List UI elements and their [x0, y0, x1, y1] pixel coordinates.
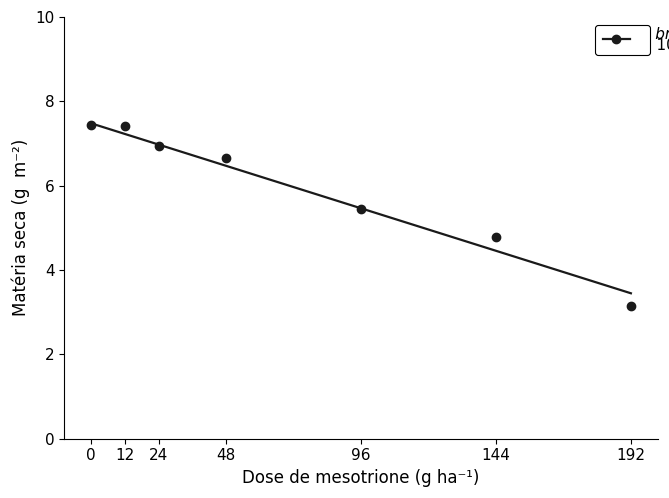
- Text: 50: 50: [619, 47, 634, 57]
- Legend:  : [595, 25, 650, 55]
- Text: I: I: [615, 38, 619, 53]
- Y-axis label: Matéria seca (g  m⁻²): Matéria seca (g m⁻²): [11, 139, 29, 317]
- Text: MS: MS: [607, 27, 635, 42]
- Text: = 108 g ha⁻¹: = 108 g ha⁻¹: [634, 38, 669, 53]
- X-axis label: Dose de mesotrione (g ha⁻¹): Dose de mesotrione (g ha⁻¹): [242, 469, 480, 487]
- Text: B. brizantha: B. brizantha: [635, 27, 669, 42]
